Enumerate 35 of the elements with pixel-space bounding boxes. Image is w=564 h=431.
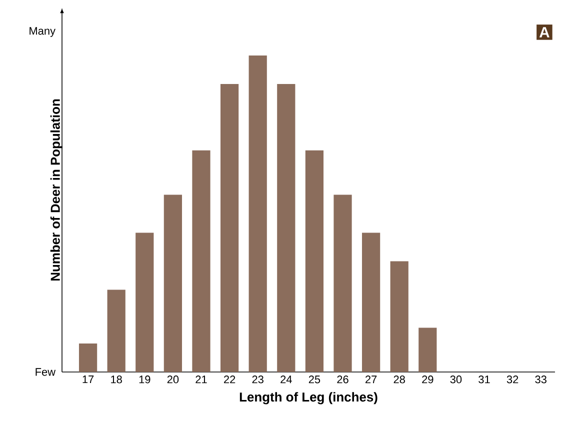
text: Few — [36, 368, 56, 376]
y-axis-title: Number of Deer in Population — [50, 99, 62, 281]
x-tick-label: 24 — [280, 376, 292, 384]
bar — [390, 261, 408, 372]
bar — [192, 150, 210, 372]
bar — [78, 344, 98, 372]
x-tick-label: 17 — [82, 376, 94, 384]
x-tick-label: 27 — [366, 376, 377, 384]
x-tick-label: 33 — [535, 376, 546, 384]
bar — [220, 84, 239, 372]
x-tick-label: 21 — [196, 376, 207, 384]
x-tick-label: 30 — [450, 376, 462, 384]
bar — [277, 84, 296, 372]
bar — [136, 232, 154, 372]
bar — [362, 232, 380, 372]
bar — [305, 150, 324, 372]
x-tick-label: 29 — [422, 376, 434, 384]
x-tick-label: 18 — [111, 376, 122, 384]
x-tick-label: 22 — [224, 376, 236, 384]
text: Many — [30, 27, 56, 37]
bar — [164, 194, 182, 372]
x-tick-label: 31 — [478, 376, 490, 384]
bar — [248, 55, 267, 372]
x-tick-label: 23 — [252, 376, 264, 384]
x-tick-label: 19 — [139, 376, 150, 384]
bar — [418, 328, 437, 372]
x-axis-title: Length of Leg (inches) — [240, 392, 378, 404]
bar — [334, 194, 352, 372]
x-tick-label: 25 — [308, 376, 320, 384]
text: A — [539, 27, 550, 38]
bar — [107, 290, 126, 372]
x-tick-label: 20 — [167, 376, 179, 384]
x-tick-label: 28 — [394, 376, 405, 384]
x-tick-label: 26 — [337, 376, 348, 384]
x-tick-label: 32 — [506, 376, 518, 384]
